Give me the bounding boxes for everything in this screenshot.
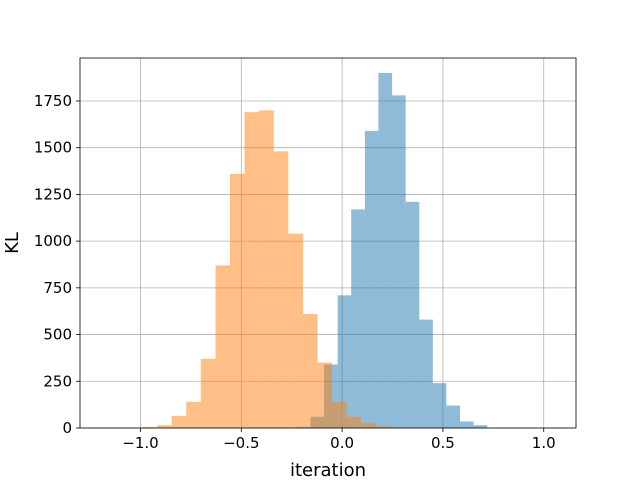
histogram-bar-series-2 — [273, 151, 289, 429]
histogram-bar-series-2 — [200, 358, 216, 428]
histogram-bar-series-2 — [288, 233, 303, 428]
histogram-bar-series-2 — [230, 173, 245, 428]
histogram-bar-series-2 — [302, 314, 318, 428]
histogram-bar-series-1 — [432, 383, 447, 428]
x-tick-label: 1.0 — [532, 434, 556, 452]
histogram-bar-series-2 — [317, 362, 333, 428]
histogram-bar-series-2 — [346, 416, 362, 428]
y-axis-ticks: 0 250 500 750 1000 1250 1500 1750 — [34, 92, 80, 437]
plot-frame — [79, 57, 577, 429]
histogram-bar-series-2 — [157, 425, 172, 428]
y-tick-label: 1750 — [34, 92, 72, 110]
histogram-bar-series-1 — [337, 295, 352, 428]
x-tick-label: −1.0 — [122, 434, 158, 452]
histogram-bar-series-2 — [171, 415, 187, 428]
y-axis-label: KL — [2, 232, 23, 254]
histogram-bar-series-1 — [364, 130, 379, 428]
histogram-bar-series-2 — [215, 265, 231, 428]
x-tick-label: −0.5 — [223, 434, 259, 452]
y-tick-label: 250 — [43, 372, 72, 390]
x-axis-ticks: −1.0 −0.5 0.0 0.5 1.0 — [122, 428, 556, 452]
x-tick-label: 0.5 — [431, 434, 455, 452]
histogram-bar-series-1 — [473, 425, 488, 428]
histogram-bar-series-1 — [405, 201, 420, 428]
y-tick-label: 0 — [62, 419, 72, 437]
histogram-bar-series-2 — [259, 110, 274, 428]
histogram-bars — [142, 72, 488, 429]
histogram-bar-series-2 — [332, 401, 347, 428]
y-tick-label: 1250 — [34, 185, 72, 203]
histogram-bar-series-2 — [375, 426, 391, 428]
x-tick-label: 0.0 — [330, 434, 354, 452]
histogram-bar-series-1 — [351, 209, 365, 428]
histogram-bar-series-1 — [378, 72, 393, 428]
y-tick-label: 1500 — [34, 139, 72, 157]
histogram-bar-series-2 — [244, 112, 260, 428]
y-tick-label: 1000 — [34, 232, 72, 250]
y-tick-label: 500 — [43, 326, 72, 344]
histogram-bar-series-2 — [142, 427, 158, 428]
histogram-bar-series-1 — [392, 95, 406, 429]
histogram-bar-series-2 — [186, 401, 201, 428]
histogram-bar-series-1 — [446, 405, 461, 428]
y-tick-label: 750 — [43, 279, 72, 297]
x-axis-label: iteration — [290, 460, 366, 480]
histogram-bar-series-1 — [419, 319, 433, 428]
histogram-bar-series-1 — [460, 421, 474, 428]
histogram-bar-series-2 — [361, 423, 376, 428]
